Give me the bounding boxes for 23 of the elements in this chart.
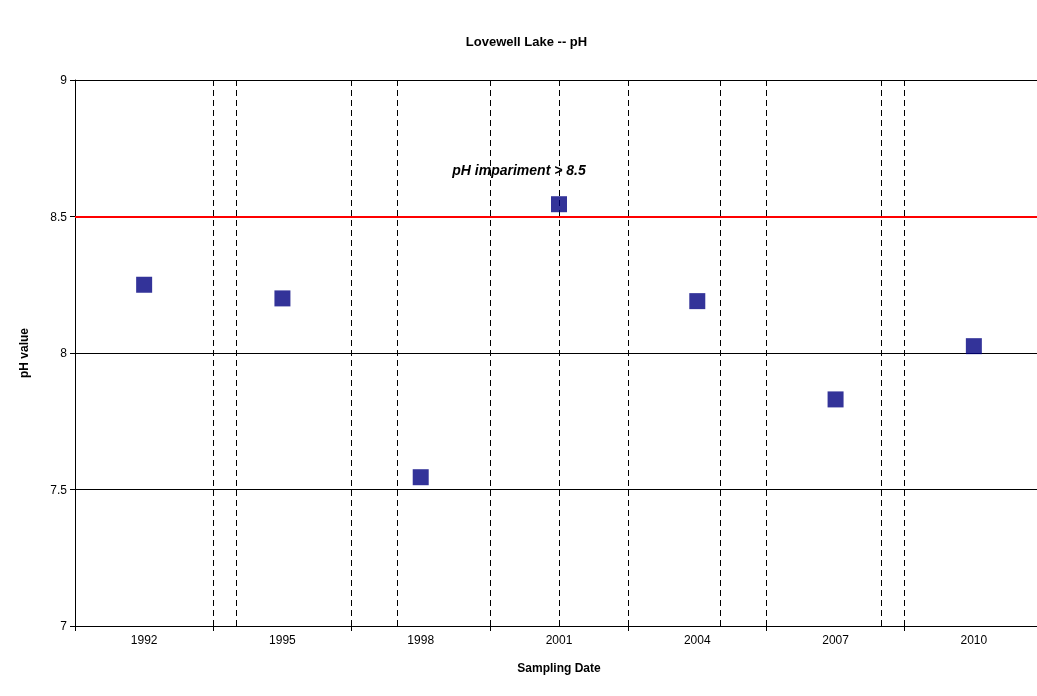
- ref-line-label: pH impariment > 8.5: [451, 161, 586, 178]
- point: [274, 290, 291, 307]
- point: [965, 338, 982, 355]
- point: [551, 196, 567, 213]
- x-tick-label: 2004: [683, 633, 711, 647]
- x-axis-title: Sampling Date: [517, 661, 601, 675]
- point: [136, 276, 153, 293]
- point: [689, 293, 706, 310]
- point: [827, 391, 844, 408]
- y-tick-label: 8.5: [50, 209, 68, 224]
- x-tick-label: 1998: [407, 633, 435, 647]
- x-tick-label: 1992: [130, 633, 158, 647]
- y-tick-label: 8: [60, 346, 68, 360]
- point: [412, 469, 429, 486]
- x-tick-label: 1995: [269, 633, 297, 647]
- y-axis-title: pH value: [17, 327, 31, 379]
- x-tick-label: 2007: [822, 633, 850, 647]
- y-tick-label: 9: [60, 73, 68, 87]
- x-tick-label: 2010: [960, 633, 988, 647]
- x-tick-label: 2001: [545, 633, 573, 647]
- chart-title: Lovewell Lake -- pH: [465, 34, 588, 49]
- y-tick-label: 7.5: [50, 482, 68, 497]
- y-tick-label: 7: [60, 619, 68, 633]
